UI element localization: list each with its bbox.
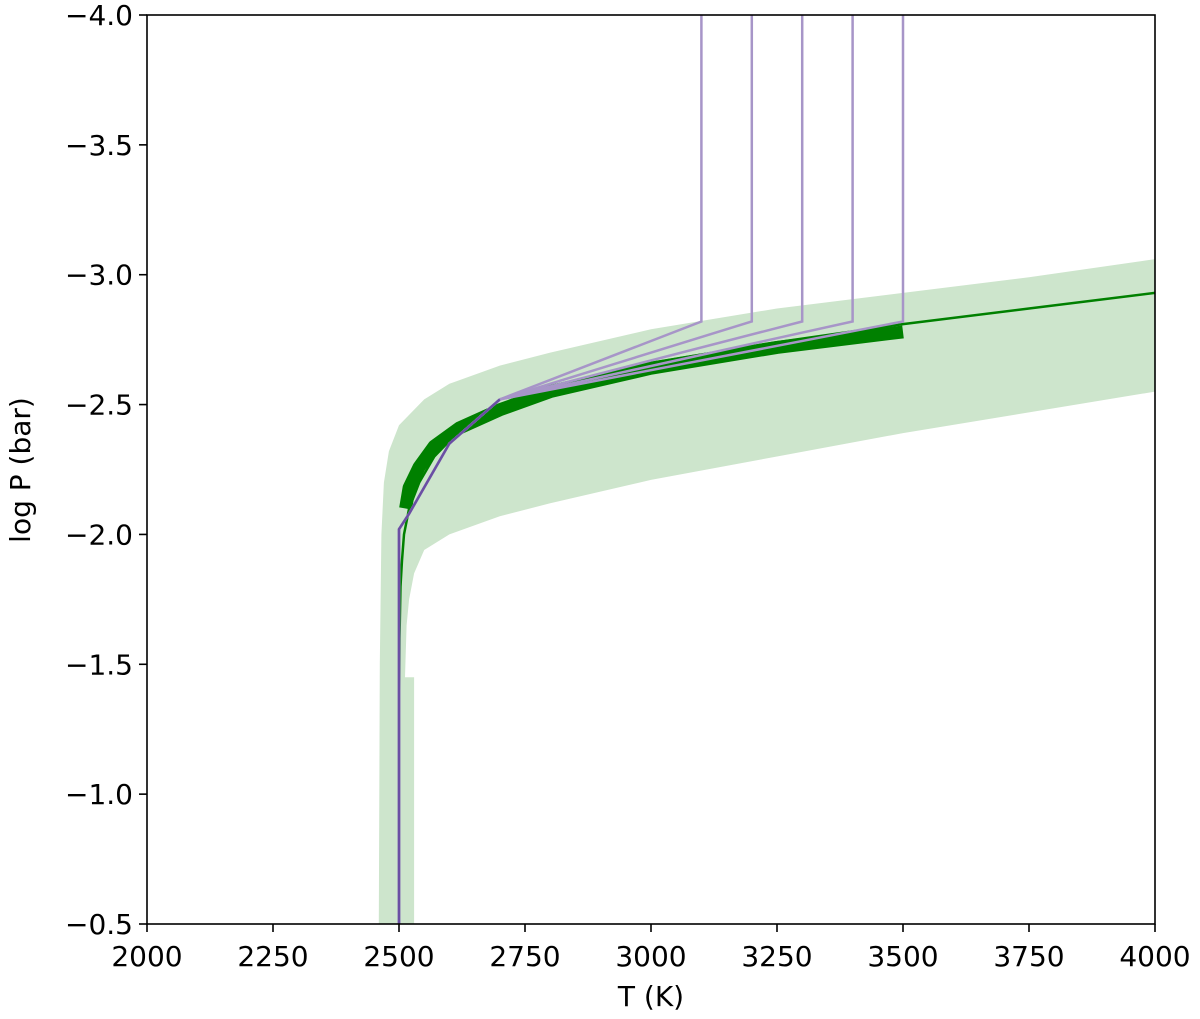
model-profile-shared-segment	[397, 398, 501, 924]
plot-area	[378, 15, 1155, 924]
y-axis-label: log P (bar)	[4, 397, 37, 543]
x-tick-label: 2000	[111, 940, 182, 973]
x-tick-label: 3750	[993, 940, 1064, 973]
y-tick-label: −2.0	[65, 518, 133, 551]
y-axis: −4.0 −3.5 −3.0 −2.5 −2.0 −1.5 −1.0 −0.5	[65, 0, 147, 941]
y-tick-label: −3.0	[65, 259, 133, 292]
x-tick-label: 2750	[489, 940, 560, 973]
y-tick-label: −1.5	[65, 648, 133, 681]
model-profile-lines	[397, 15, 905, 924]
x-tick-label: 2500	[363, 940, 434, 973]
x-tick-label: 3000	[615, 940, 686, 973]
y-tick-label: −2.5	[65, 389, 133, 422]
y-tick-label: −0.5	[65, 908, 133, 941]
x-tick-label: 4000	[1119, 940, 1190, 973]
x-tick-label: 3500	[867, 940, 938, 973]
x-axis-label: T (K)	[617, 980, 684, 1013]
y-tick-label: −4.0	[65, 0, 133, 32]
x-tick-label: 2250	[237, 940, 308, 973]
uncertainty-band	[378, 259, 1155, 924]
x-tick-label: 3250	[741, 940, 812, 973]
x-axis: 2000 2250 2500 2750 3000 3250 3500 3750 4000	[111, 924, 1191, 973]
y-tick-label: −1.0	[65, 778, 133, 811]
y-tick-label: −3.5	[65, 129, 133, 162]
